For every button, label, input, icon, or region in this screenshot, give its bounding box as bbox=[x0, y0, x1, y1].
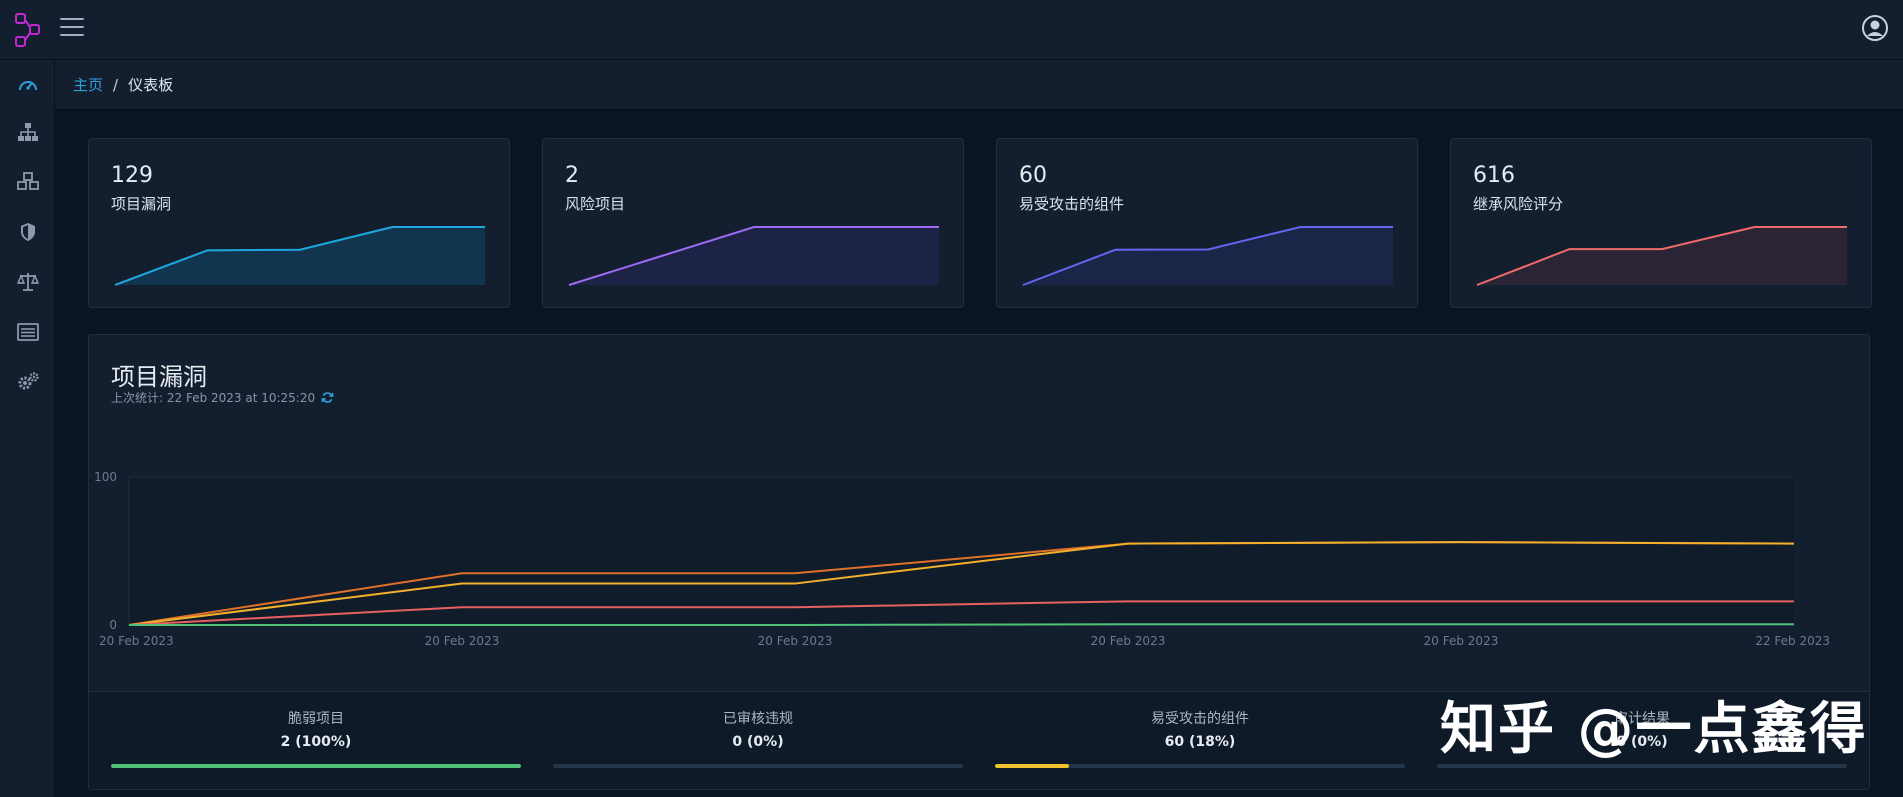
sidebar-item-vulnerabilities[interactable] bbox=[0, 210, 55, 254]
breadcrumb-home-link[interactable]: 主页 bbox=[73, 76, 104, 94]
metric-label: 易受攻击的组件 bbox=[1151, 711, 1249, 727]
sidebar-item-settings[interactable] bbox=[0, 360, 55, 404]
sidebar bbox=[0, 60, 55, 797]
metric-progress-bar bbox=[111, 764, 521, 768]
sidebar-item-dashboard[interactable] bbox=[0, 64, 55, 108]
breadcrumb-separator: / bbox=[113, 75, 119, 94]
series-line bbox=[128, 600, 1794, 626]
metric-progress-bar bbox=[553, 764, 963, 768]
sparkline-chart bbox=[568, 226, 939, 286]
cogs-icon bbox=[18, 372, 39, 390]
x-tick-label: 22 Feb 2023 bbox=[1755, 634, 1830, 648]
metric-progress-bar bbox=[995, 764, 1405, 768]
sparkline-chart bbox=[1022, 226, 1393, 286]
sitemap-icon bbox=[17, 123, 38, 141]
metric-progress-fill bbox=[111, 764, 521, 768]
x-tick-label: 20 Feb 2023 bbox=[1424, 634, 1499, 648]
stat-value: 2 bbox=[565, 163, 579, 188]
sidebar-item-components[interactable] bbox=[0, 160, 55, 204]
refresh-icon[interactable] bbox=[321, 391, 334, 404]
sidebar-item-audit[interactable] bbox=[0, 310, 55, 354]
metric-progress-fill bbox=[995, 764, 1069, 768]
stat-card-vulnerable-components[interactable]: 60 易受攻击的组件 bbox=[996, 138, 1418, 308]
sidebar-item-projects[interactable] bbox=[0, 110, 55, 154]
stat-value: 129 bbox=[111, 163, 153, 188]
metric-progress-bar bbox=[1437, 764, 1847, 768]
y-tick-label: 100 bbox=[94, 470, 117, 484]
shield-icon bbox=[20, 223, 35, 241]
sidebar-item-policies[interactable] bbox=[0, 260, 55, 304]
metric-audited-findings: 审计结果 0 (0%) bbox=[1437, 708, 1847, 768]
chart-plot-area bbox=[129, 477, 1794, 625]
sparkline-chart bbox=[114, 226, 485, 286]
stat-label: 继承风险评分 bbox=[1473, 195, 1564, 213]
x-tick-label: 20 Feb 2023 bbox=[1091, 634, 1166, 648]
metric-label: 审计结果 bbox=[1614, 711, 1670, 727]
x-tick-label: 20 Feb 2023 bbox=[425, 634, 500, 648]
stat-label: 易受攻击的组件 bbox=[1019, 195, 1125, 213]
dashboard-gauge-icon bbox=[18, 81, 37, 91]
stat-card-inherited-risk-score[interactable]: 616 继承风险评分 bbox=[1450, 138, 1872, 308]
sparkline-chart bbox=[1476, 226, 1847, 286]
breadcrumb: 主页 / 仪表板 bbox=[55, 60, 1903, 110]
sparkline-line bbox=[1022, 226, 1393, 286]
app-logo-icon[interactable] bbox=[14, 12, 42, 48]
metric-vulnerable-components: 易受攻击的组件 60 (18%) bbox=[995, 708, 1405, 768]
metric-label: 脆弱项目 bbox=[288, 711, 344, 727]
metric-value: 60 (18%) bbox=[1164, 734, 1236, 750]
stat-card-project-vulnerabilities[interactable]: 129 项目漏洞 bbox=[88, 138, 510, 308]
stat-card-risk-projects[interactable]: 2 风险项目 bbox=[542, 138, 964, 308]
watermark-text: 知乎 @一点鑫得 bbox=[1440, 697, 1868, 762]
metric-value: 2 (100%) bbox=[280, 734, 352, 750]
sparkline-area bbox=[569, 227, 939, 285]
stat-value: 616 bbox=[1473, 163, 1515, 188]
series-line bbox=[128, 541, 1795, 626]
sparkline-area bbox=[115, 227, 485, 285]
last-measurement-text: 上次统计: 22 Feb 2023 at 10:25:20 bbox=[111, 391, 316, 405]
vulnerabilities-line-chart: 0 100 20 Feb 2023 20 Feb 2023 20 Feb 2023 20 … bbox=[94, 470, 1830, 648]
x-tick-label: 20 Feb 2023 bbox=[758, 634, 833, 648]
sparkline-line bbox=[568, 226, 939, 286]
stat-label: 风险项目 bbox=[565, 195, 626, 213]
project-vulnerabilities-panel: 项目漏洞 上次统计: 22 Feb 2023 at 10:25:20 0 100 2… bbox=[88, 334, 1870, 790]
metrics-strip: 脆弱项目 2 (100%) 已审核违规 0 (0%) 易受攻击的组件 60 (1… bbox=[89, 691, 1869, 789]
cubes-icon bbox=[16, 172, 39, 190]
stat-value: 60 bbox=[1019, 163, 1047, 188]
sparkline-line bbox=[114, 226, 485, 286]
x-tick-label: 20 Feb 2023 bbox=[99, 634, 174, 648]
menu-toggle-icon[interactable] bbox=[60, 18, 84, 40]
metric-audited-violations: 已审核违规 0 (0%) bbox=[553, 708, 963, 768]
sparkline-area bbox=[1477, 227, 1847, 285]
metric-vulnerable-projects: 脆弱项目 2 (100%) bbox=[111, 708, 521, 768]
metric-value: 0 (0%) bbox=[1616, 734, 1668, 750]
top-navbar bbox=[0, 0, 1903, 60]
sparkline-area bbox=[1023, 227, 1393, 285]
panel-title: 项目漏洞 bbox=[111, 363, 207, 391]
panel-subtitle: 上次统计: 22 Feb 2023 at 10:25:20 bbox=[111, 389, 334, 406]
list-alt-icon bbox=[16, 323, 39, 341]
y-tick-label: 0 bbox=[109, 618, 117, 632]
breadcrumb-current: 仪表板 bbox=[128, 76, 174, 94]
user-profile-icon[interactable] bbox=[1861, 14, 1889, 42]
metric-label: 已审核违规 bbox=[723, 711, 793, 727]
series-line bbox=[129, 623, 1794, 626]
metric-value: 0 (0%) bbox=[732, 734, 784, 750]
sparkline-line bbox=[1476, 226, 1847, 286]
stat-label: 项目漏洞 bbox=[111, 195, 172, 213]
balance-scale-icon bbox=[16, 273, 39, 291]
